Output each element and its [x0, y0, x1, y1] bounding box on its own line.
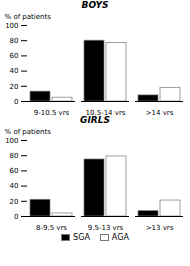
svg-text:>14 yrs: >14 yrs [146, 109, 174, 115]
svg-text:100: 100 [5, 137, 18, 145]
svg-text:>13 yrs: >13 yrs [146, 224, 174, 230]
svg-text:8-9.5 yrs: 8-9.5 yrs [36, 224, 67, 230]
svg-text:80: 80 [10, 37, 19, 45]
svg-text:40: 40 [10, 67, 19, 75]
svg-text:9-10.5 yrs: 9-10.5 yrs [34, 109, 70, 115]
html-text:AGA: AGA [111, 233, 129, 242]
svg-text:0: 0 [14, 98, 18, 106]
html-text:BOYS: BOYS [81, 0, 109, 10]
svg-text:80: 80 [10, 152, 19, 160]
svg-text:20: 20 [10, 83, 19, 91]
svg-text:% of patients: % of patients [5, 13, 52, 21]
svg-text:0: 0 [14, 213, 18, 221]
svg-text:10.5-14 yrs: 10.5-14 yrs [86, 109, 126, 115]
svg-text:20: 20 [10, 198, 19, 206]
svg-text:40: 40 [10, 182, 19, 190]
html-text:SGA: SGA [73, 233, 90, 242]
svg-text:% of patients: % of patients [5, 128, 52, 136]
html-text:GIRLS: GIRLS [80, 115, 110, 125]
svg-text:60: 60 [10, 52, 19, 60]
svg-text:9.5-13 yrs: 9.5-13 yrs [88, 224, 124, 230]
svg-text:100: 100 [5, 22, 18, 30]
svg-text:60: 60 [10, 167, 19, 175]
